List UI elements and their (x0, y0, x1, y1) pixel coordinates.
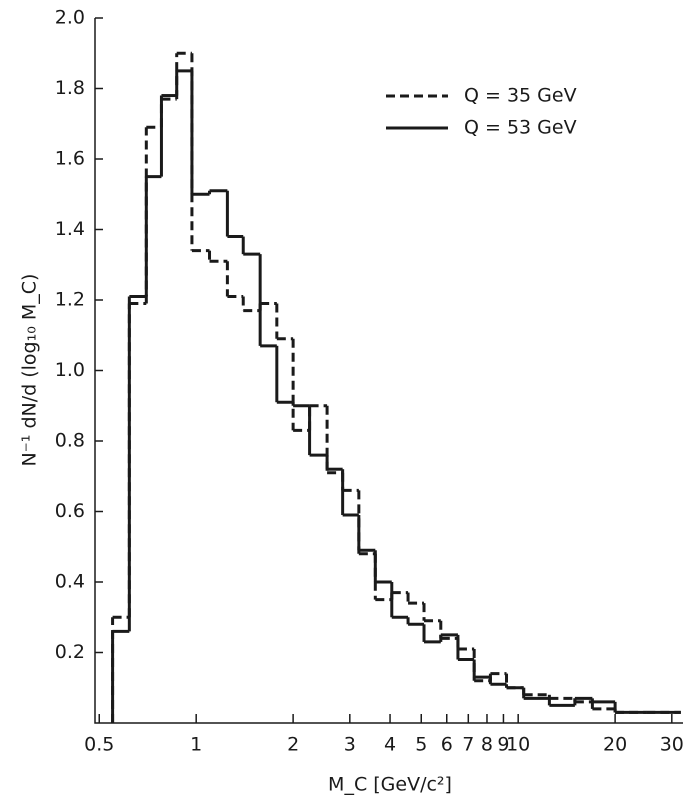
y-tick-label: 0.8 (55, 430, 85, 452)
x-axis-label: M_C [GeV/c²] (328, 774, 452, 796)
legend-label: Q = 35 GeV (464, 85, 577, 107)
x-tick-label: 7 (462, 734, 474, 756)
y-tick-label: 1.4 (55, 218, 85, 240)
legend-label: Q = 53 GeV (464, 117, 577, 139)
y-tick-label: 0.4 (55, 571, 85, 593)
x-tick-label: 6 (441, 734, 453, 756)
x-tick-label: 2 (287, 734, 299, 756)
y-tick-label: 0.2 (55, 641, 85, 663)
x-tick-label: 0.5 (84, 734, 114, 756)
x-tick-label: 1 (190, 734, 202, 756)
x-tick-label: 20 (603, 734, 627, 756)
y-tick-label: 1.0 (55, 359, 85, 381)
x-tick-label: 5 (415, 734, 427, 756)
x-tick-label: 30 (660, 734, 684, 756)
x-tick-label: 4 (384, 734, 396, 756)
x-tick-label: 8 (481, 734, 493, 756)
y-tick-label: 1.8 (55, 77, 85, 99)
y-tick-label: 0.6 (55, 500, 85, 522)
y-tick-label: 1.2 (55, 289, 85, 311)
y-tick-label: 1.6 (55, 148, 85, 170)
x-tick-label: 10 (506, 734, 530, 756)
x-tick-label: 9 (497, 734, 509, 756)
y-axis-label: N⁻¹ dN/d (log₁₀ M_C) (19, 274, 41, 467)
x-tick-label: 3 (344, 734, 356, 756)
axis-line (94, 18, 683, 724)
y-tick-label: 2.0 (55, 7, 85, 29)
